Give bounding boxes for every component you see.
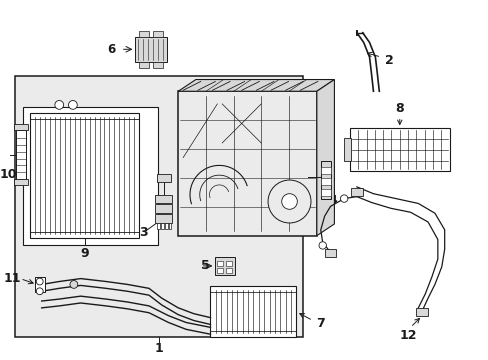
- Bar: [344, 138, 350, 162]
- Text: 12: 12: [399, 329, 416, 342]
- Bar: [178, 91, 316, 236]
- Bar: [155, 204, 172, 213]
- Bar: [135, 37, 166, 62]
- Bar: [157, 223, 160, 229]
- Bar: [225, 261, 231, 266]
- Bar: [14, 125, 28, 130]
- Text: 5: 5: [201, 260, 209, 273]
- Text: 11: 11: [3, 272, 21, 285]
- Bar: [324, 249, 336, 257]
- Text: 7: 7: [316, 317, 325, 330]
- Bar: [15, 76, 303, 337]
- Circle shape: [281, 194, 297, 209]
- Bar: [168, 223, 171, 229]
- Bar: [157, 174, 171, 182]
- Bar: [161, 223, 163, 229]
- Bar: [153, 62, 163, 68]
- Text: 2: 2: [384, 54, 393, 67]
- Bar: [320, 178, 330, 185]
- Bar: [164, 223, 167, 229]
- Text: 4: 4: [327, 194, 336, 207]
- Circle shape: [68, 100, 77, 109]
- Bar: [415, 308, 427, 316]
- Bar: [320, 162, 330, 199]
- Bar: [349, 128, 448, 171]
- Text: 9: 9: [80, 247, 89, 260]
- Circle shape: [70, 280, 78, 288]
- Text: 1: 1: [155, 342, 163, 355]
- Bar: [225, 268, 231, 273]
- Polygon shape: [178, 80, 334, 91]
- Text: 3: 3: [139, 226, 147, 239]
- Bar: [35, 276, 44, 292]
- Bar: [320, 189, 330, 195]
- Bar: [30, 113, 139, 238]
- Bar: [155, 195, 172, 203]
- Bar: [14, 179, 28, 185]
- Bar: [217, 261, 223, 266]
- Bar: [16, 130, 26, 181]
- Bar: [139, 31, 149, 37]
- Bar: [139, 62, 149, 68]
- Text: 10: 10: [0, 168, 17, 181]
- Bar: [350, 188, 362, 195]
- Polygon shape: [316, 80, 334, 236]
- Bar: [210, 287, 296, 337]
- Bar: [155, 214, 172, 223]
- Circle shape: [340, 195, 347, 202]
- Text: 8: 8: [395, 102, 403, 115]
- Bar: [23, 107, 158, 246]
- Circle shape: [318, 242, 326, 249]
- Text: 6: 6: [107, 43, 116, 56]
- Bar: [153, 31, 163, 37]
- Circle shape: [36, 278, 43, 285]
- Circle shape: [267, 180, 310, 223]
- Bar: [320, 167, 330, 174]
- Circle shape: [55, 100, 63, 109]
- Circle shape: [36, 288, 43, 295]
- Bar: [215, 257, 234, 275]
- Bar: [217, 268, 223, 273]
